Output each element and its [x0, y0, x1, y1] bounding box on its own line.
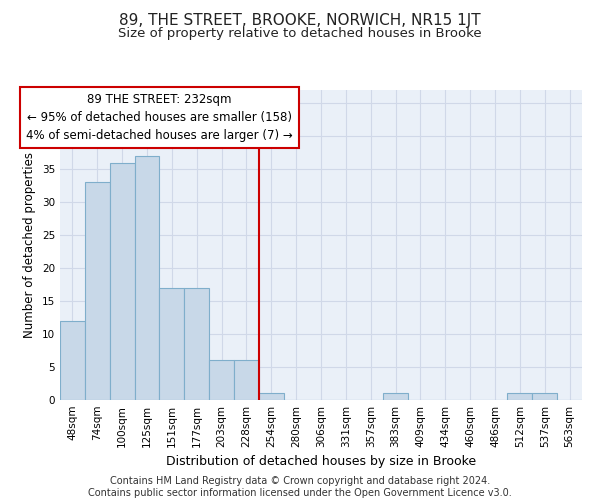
Bar [209, 360, 234, 400]
Bar [532, 394, 557, 400]
Bar [134, 156, 160, 400]
Bar [110, 162, 134, 400]
Bar [85, 182, 110, 400]
Bar [184, 288, 209, 400]
X-axis label: Distribution of detached houses by size in Brooke: Distribution of detached houses by size … [166, 456, 476, 468]
Bar [259, 394, 284, 400]
Bar [234, 360, 259, 400]
Bar [508, 394, 532, 400]
Text: Size of property relative to detached houses in Brooke: Size of property relative to detached ho… [118, 28, 482, 40]
Text: 89, THE STREET, BROOKE, NORWICH, NR15 1JT: 89, THE STREET, BROOKE, NORWICH, NR15 1J… [119, 12, 481, 28]
Text: Contains HM Land Registry data © Crown copyright and database right 2024.
Contai: Contains HM Land Registry data © Crown c… [88, 476, 512, 498]
Y-axis label: Number of detached properties: Number of detached properties [23, 152, 37, 338]
Text: 89 THE STREET: 232sqm
← 95% of detached houses are smaller (158)
4% of semi-deta: 89 THE STREET: 232sqm ← 95% of detached … [26, 94, 293, 142]
Bar [160, 288, 184, 400]
Bar [60, 321, 85, 400]
Bar [383, 394, 408, 400]
